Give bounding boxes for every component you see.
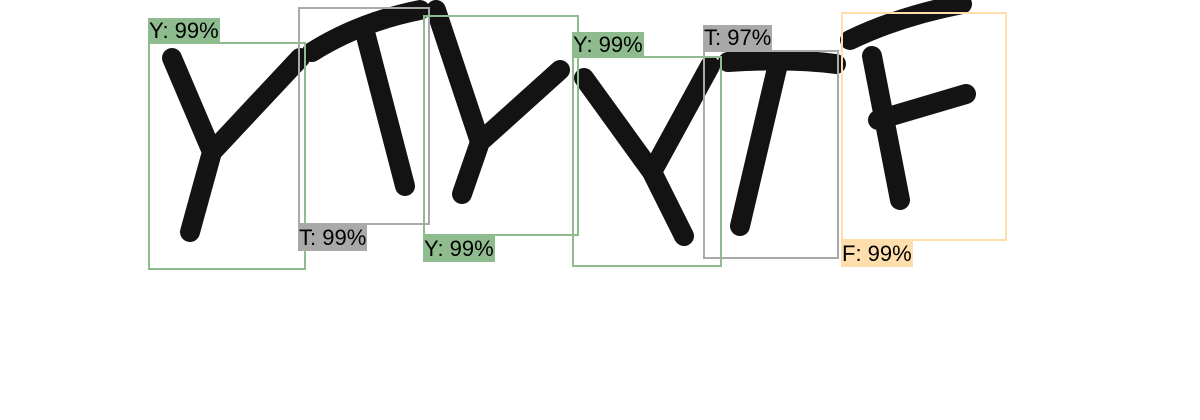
- detection-box-y-2[interactable]: [423, 15, 579, 236]
- detection-box-y-3[interactable]: [572, 56, 722, 267]
- detection-label-y-3: Y: 99%: [572, 32, 644, 58]
- detection-label-t-2: T: 97%: [703, 25, 773, 51]
- detection-box-f[interactable]: [841, 12, 1007, 241]
- glyph-t-1: [302, 0, 430, 196]
- detection-box-t-1[interactable]: [298, 7, 430, 225]
- detection-box-y-1[interactable]: [148, 42, 306, 270]
- glyph-t-2: [718, 50, 846, 236]
- glyph-y-3: [574, 56, 720, 246]
- detection-label-y-1: Y: 99%: [148, 18, 220, 44]
- detection-label-y-2: Y: 99%: [423, 236, 495, 262]
- detection-label-f: F: 99%: [841, 241, 913, 267]
- glyph-y-2: [426, 0, 570, 204]
- detection-label-t-1: T: 99%: [298, 225, 368, 251]
- glyph-f: [840, 0, 976, 210]
- glyph-y-1: [162, 48, 310, 242]
- detection-box-t-2[interactable]: [703, 50, 839, 259]
